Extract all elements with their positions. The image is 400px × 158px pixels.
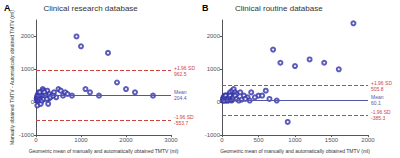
svg-text:505.8: 505.8 (371, 86, 384, 92)
svg-text:962.5: 962.5 (174, 71, 187, 77)
svg-text:0: 0 (34, 137, 38, 143)
svg-text:500: 500 (253, 137, 264, 143)
svg-text:B: B (202, 3, 209, 13)
svg-text:+1.96 SD: +1.96 SD (174, 64, 195, 71)
svg-text:Clinical research database: Clinical research database (44, 4, 139, 13)
svg-text:1500: 1500 (325, 137, 339, 143)
svg-text:1000: 1000 (74, 137, 88, 143)
svg-text:-385.3: -385.3 (371, 115, 385, 121)
svg-text:0: 0 (220, 137, 224, 143)
svg-text:2000: 2000 (207, 33, 221, 39)
svg-text:204.4: 204.4 (174, 95, 187, 101)
svg-text:Geometric mean of manually and: Geometric mean of manually and automatic… (29, 148, 179, 154)
svg-text:Clinical routine database: Clinical routine database (235, 4, 323, 13)
svg-text:Mean: Mean (371, 94, 384, 101)
svg-text:1000: 1000 (288, 137, 302, 143)
svg-text:-1.96 SD: -1.96 SD (371, 108, 391, 115)
svg-text:2000: 2000 (361, 137, 375, 143)
svg-text:60.1: 60.1 (371, 100, 381, 106)
svg-text:-1000: -1000 (19, 132, 35, 138)
svg-text:-1000: -1000 (205, 132, 221, 138)
svg-text:A: A (4, 2, 11, 13)
svg-text:-553.7: -553.7 (174, 120, 188, 126)
svg-text:3000: 3000 (164, 137, 178, 143)
svg-text:2000: 2000 (21, 33, 35, 39)
svg-text:Mean: Mean (174, 89, 187, 96)
svg-text:-1.96 SD: -1.96 SD (174, 114, 194, 121)
svg-text:2000: 2000 (119, 137, 133, 143)
svg-text:Manually obtained TMTV - Autom: Manually obtained TMTV - Automatically o… (9, 10, 15, 145)
svg-text:Geometric mean of manually and: Geometric mean of manually and automatic… (220, 148, 370, 154)
svg-text:0: 0 (30, 99, 34, 106)
svg-text:1000: 1000 (207, 66, 221, 72)
svg-text:+1.96 SD: +1.96 SD (371, 79, 392, 86)
svg-text:0: 0 (216, 99, 220, 106)
svg-text:1000: 1000 (21, 66, 35, 72)
